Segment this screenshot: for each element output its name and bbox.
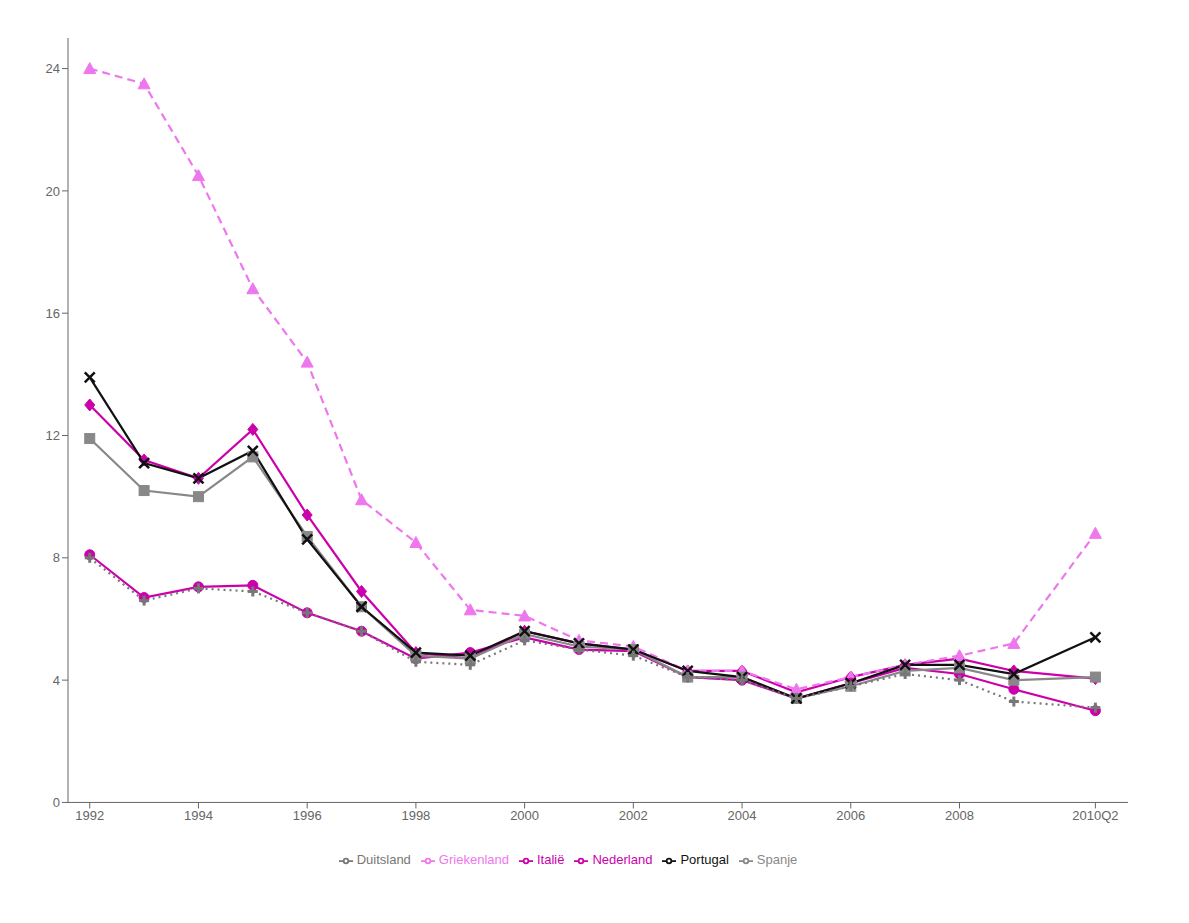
svg-text:4: 4	[53, 673, 60, 688]
svg-text:1992: 1992	[75, 808, 104, 823]
svg-text:8: 8	[53, 550, 60, 565]
svg-text:2008: 2008	[945, 808, 974, 823]
svg-text:1998: 1998	[401, 808, 430, 823]
svg-text:2006: 2006	[836, 808, 865, 823]
svg-text:2000: 2000	[510, 808, 539, 823]
html-text:Griekenland: Griekenland	[438, 852, 509, 868]
svg-text:1996: 1996	[293, 808, 322, 823]
html-text:Italië: Italië	[537, 852, 565, 868]
svg-text:24: 24	[46, 61, 60, 76]
html-text:Duitsland: Duitsland	[356, 852, 411, 868]
svg-text:2010Q2: 2010Q2	[1072, 808, 1118, 823]
svg-text:16: 16	[46, 306, 60, 321]
svg-text:1994: 1994	[184, 808, 213, 823]
svg-text:12: 12	[46, 428, 60, 443]
svg-text:2004: 2004	[728, 808, 757, 823]
svg-text:20: 20	[46, 184, 60, 199]
svg-text:0: 0	[53, 795, 60, 810]
svg-text:2002: 2002	[619, 808, 648, 823]
html-text:Portugal: Portugal	[680, 852, 729, 868]
html-text:Nederland: Nederland	[592, 852, 653, 868]
html-text:Spanje: Spanje	[756, 852, 798, 868]
